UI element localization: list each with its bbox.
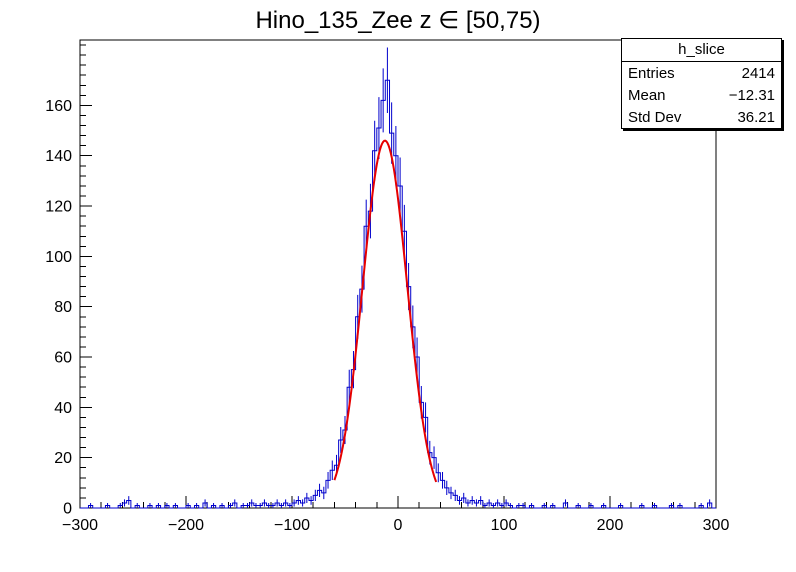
x-tick-label: −300: [62, 517, 98, 534]
y-tick-label: 0: [63, 501, 72, 518]
y-axis-ticks: [80, 44, 92, 509]
stats-entries-value: 2414: [741, 65, 775, 82]
x-axis-labels: −300 −200 −100 0 100 200 300: [62, 517, 729, 534]
y-tick-label: 80: [54, 299, 72, 316]
stats-stddev-label: Std Dev: [628, 109, 682, 126]
y-tick-label: 20: [54, 450, 72, 467]
stats-entries-label: Entries: [628, 65, 675, 82]
x-tick-label: 0: [394, 517, 403, 534]
x-tick-label: 300: [703, 517, 730, 534]
x-tick-label: 200: [597, 517, 624, 534]
x-tick-label: 100: [491, 517, 518, 534]
y-tick-label: 100: [45, 249, 72, 266]
fit-curve: [333, 139, 438, 483]
stats-mean-value: −12.31: [728, 87, 775, 104]
y-tick-label: 160: [45, 98, 72, 115]
y-tick-label: 120: [45, 199, 72, 216]
histogram-steps: [80, 79, 716, 509]
stats-row-entries: Entries 2414: [622, 62, 781, 84]
y-tick-label: 140: [45, 148, 72, 165]
stats-stddev-value: 36.21: [737, 109, 775, 126]
stats-box-header: h_slice: [622, 39, 781, 62]
y-tick-label: 40: [54, 400, 72, 417]
y-tick-label: 60: [54, 350, 72, 367]
stats-row-mean: Mean −12.31: [622, 84, 781, 106]
y-axis-labels: 0 20 40 60 80 100 120 140 160: [45, 98, 72, 518]
plot-title: Hino_135_Zee z ∈ [50,75): [255, 7, 541, 34]
x-tick-label: −100: [274, 517, 310, 534]
error-bars: [90, 47, 711, 508]
stats-box: h_slice Entries 2414 Mean −12.31 Std Dev…: [621, 38, 782, 129]
stats-row-stddev: Std Dev 36.21: [622, 106, 781, 128]
stats-mean-label: Mean: [628, 87, 666, 104]
x-tick-label: −200: [168, 517, 204, 534]
